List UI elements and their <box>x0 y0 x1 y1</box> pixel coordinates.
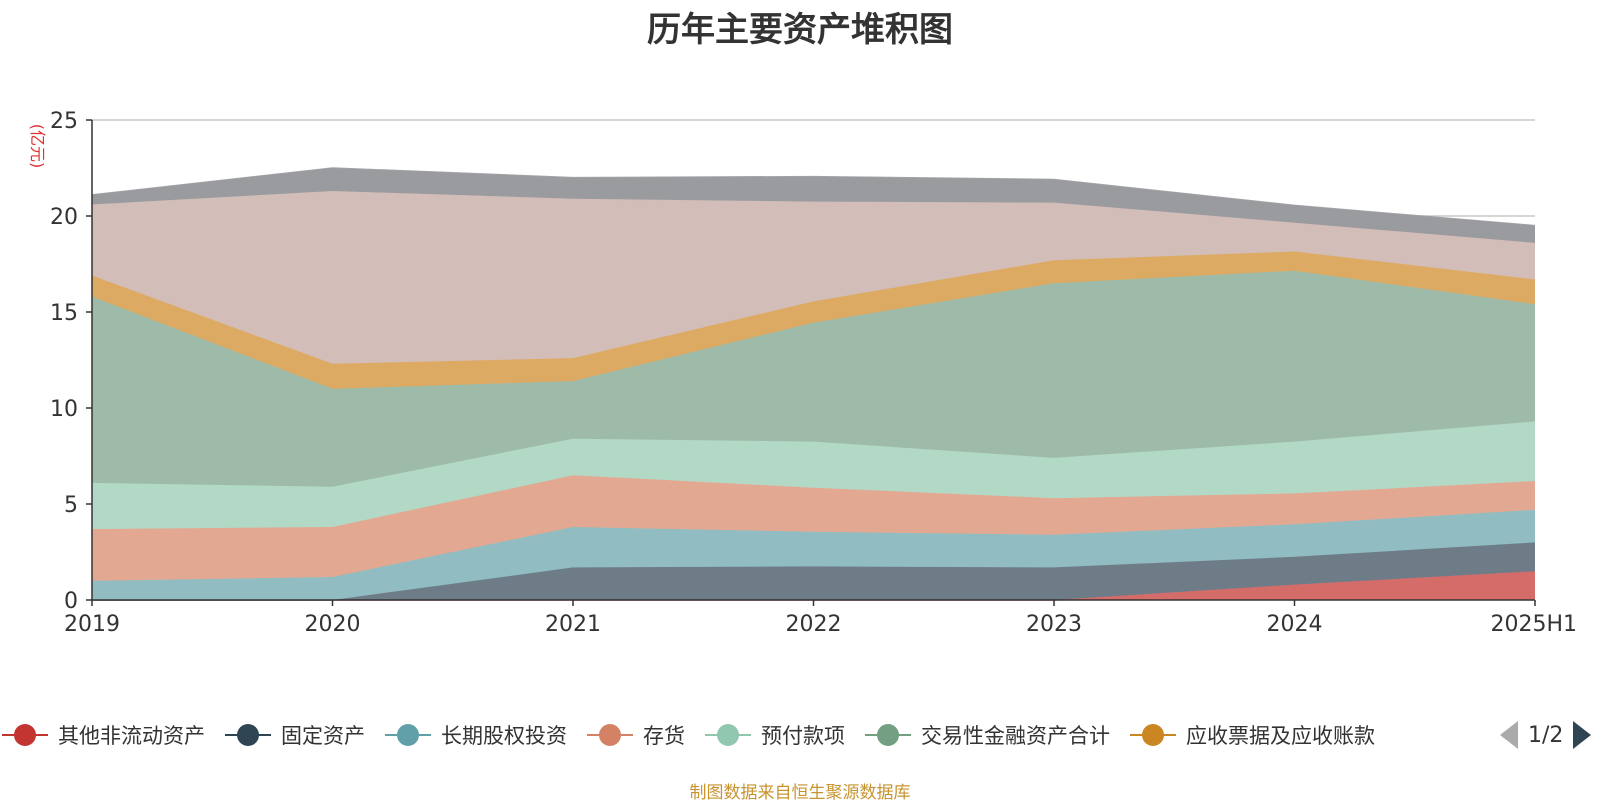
legend-swatch <box>1130 723 1176 747</box>
legend: 其他非流动资产 固定资产 长期股权投资 存货 预付款项 交易性金融资产合计 应收票据及应收账… <box>0 718 1600 752</box>
y-axis-label: (亿元) <box>28 124 47 169</box>
area-band <box>92 270 1535 487</box>
legend-swatch-dot <box>397 724 419 746</box>
legend-label: 长期股权投资 <box>441 724 567 748</box>
x-tick-label: 2019 <box>64 612 120 637</box>
area-band <box>92 509 1535 600</box>
x-tick-label: 2021 <box>545 612 601 637</box>
area-band <box>92 251 1535 389</box>
axis-labels: 0 5 10 15 20 25 2019 2020 2021 2022 2023 2024 2025H1… <box>28 109 1577 637</box>
legend-label: 存货 <box>643 724 685 748</box>
legend-label: 固定资产 <box>281 724 365 748</box>
y-tick-label: 5 <box>64 493 78 518</box>
legend-item[interactable]: 交易性金融资产合计 <box>865 720 1110 750</box>
y-tick-label: 25 <box>50 109 78 134</box>
source-note: 制图数据来自恒生聚源数据库 <box>689 783 911 803</box>
axes <box>86 119 1536 606</box>
y-tick-label: 10 <box>50 397 78 422</box>
legend-item[interactable]: 其他非流动资产 <box>2 720 205 750</box>
y-tick-label: 20 <box>50 205 78 230</box>
area-series <box>91 167 1536 601</box>
legend-swatch-dot <box>877 724 899 746</box>
legend-page-indicator: 1/2 <box>1528 722 1564 748</box>
legend-label: 其他非流动资产 <box>58 724 205 748</box>
x-tick-label: 2025H1 <box>1490 612 1577 637</box>
legend-swatch-dot <box>237 724 259 746</box>
y-tick-label: 15 <box>50 301 78 326</box>
chart-title: 历年主要资产堆积图 <box>647 10 953 50</box>
stacked-area-chart: 0 5 10 15 20 25 2019 2020 2021 2022 2023 2024 2025H1… <box>28 109 1577 637</box>
legend-swatch <box>225 723 271 747</box>
legend-label: 交易性金融资产合计 <box>921 724 1110 748</box>
legend-item[interactable]: 长期股权投资 <box>385 720 567 750</box>
area-band <box>92 421 1535 529</box>
legend-swatch <box>385 723 431 747</box>
legend-swatch-dot <box>14 724 36 746</box>
x-tick-label: 2024 <box>1267 612 1323 637</box>
legend-prev-page-button[interactable] <box>1500 721 1518 749</box>
legend-next-page-button[interactable] <box>1573 721 1592 749</box>
legend-swatch-dot <box>599 724 621 746</box>
legend-pager: 1/2 <box>1500 718 1592 752</box>
legend-label: 预付款项 <box>761 724 845 748</box>
legend-item[interactable]: 预付款项 <box>705 720 845 750</box>
legend-label: 应收票据及应收账款 <box>1186 724 1375 748</box>
x-tick-label: 2020 <box>305 612 361 637</box>
legend-swatch-dot <box>1142 724 1164 746</box>
legend-swatch-dot <box>717 724 739 746</box>
legend-swatch <box>2 723 48 747</box>
area-band <box>92 168 1535 243</box>
legend-item[interactable]: 应收票据及应收账款 <box>1130 720 1375 750</box>
y-tick-label: 0 <box>64 589 78 614</box>
legend-swatch <box>705 723 751 747</box>
area-band <box>92 191 1535 364</box>
series-line <box>91 167 1536 227</box>
legend-swatch <box>865 723 911 747</box>
legend-item[interactable]: 存货 <box>587 720 685 750</box>
legend-swatch <box>587 723 633 747</box>
area-band <box>92 542 1535 600</box>
legend-item[interactable]: 固定资产 <box>225 720 365 750</box>
x-tick-label: 2022 <box>786 612 842 637</box>
x-tick-label: 2023 <box>1026 612 1082 637</box>
